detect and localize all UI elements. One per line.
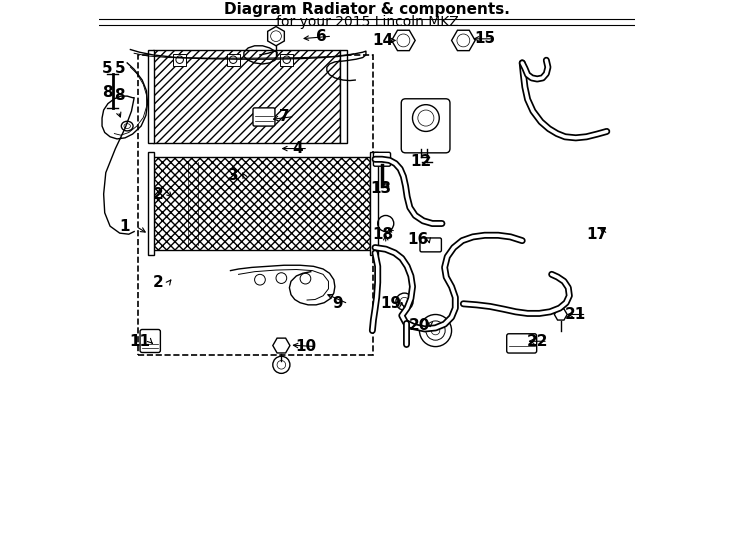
FancyBboxPatch shape bbox=[374, 152, 390, 166]
Text: 22: 22 bbox=[526, 334, 548, 349]
Text: 20: 20 bbox=[409, 318, 430, 333]
Text: 10: 10 bbox=[295, 339, 316, 354]
Text: 18: 18 bbox=[372, 227, 393, 242]
Text: 13: 13 bbox=[370, 181, 391, 196]
Bar bbox=[341, 50, 347, 143]
Text: 11: 11 bbox=[129, 334, 150, 349]
Bar bbox=[148, 152, 154, 254]
Text: 2: 2 bbox=[153, 186, 164, 201]
FancyBboxPatch shape bbox=[420, 238, 441, 252]
Text: 5: 5 bbox=[102, 61, 113, 76]
Text: 9: 9 bbox=[333, 296, 343, 311]
Bar bbox=[153, 157, 370, 250]
Text: Diagram Radiator & components.: Diagram Radiator & components. bbox=[224, 2, 510, 17]
Bar bbox=[148, 50, 154, 143]
Text: 14: 14 bbox=[372, 33, 393, 48]
FancyBboxPatch shape bbox=[506, 334, 537, 353]
Bar bbox=[173, 54, 186, 65]
Bar bbox=[138, 55, 374, 355]
Text: 7: 7 bbox=[279, 109, 289, 124]
Ellipse shape bbox=[124, 124, 131, 129]
Text: for your 2015 Lincoln MKZ: for your 2015 Lincoln MKZ bbox=[276, 15, 458, 29]
Text: 19: 19 bbox=[380, 296, 401, 311]
Bar bbox=[280, 54, 293, 65]
Text: 5: 5 bbox=[115, 61, 125, 76]
Text: 6: 6 bbox=[316, 29, 327, 44]
Text: 8: 8 bbox=[115, 87, 125, 103]
FancyBboxPatch shape bbox=[140, 329, 161, 353]
Bar bbox=[153, 50, 341, 143]
Text: 3: 3 bbox=[228, 168, 239, 183]
Bar bbox=[153, 157, 370, 250]
Text: 15: 15 bbox=[474, 31, 495, 46]
Text: 21: 21 bbox=[565, 307, 586, 322]
Bar bbox=[153, 50, 341, 143]
FancyBboxPatch shape bbox=[401, 99, 450, 153]
Text: 17: 17 bbox=[586, 227, 608, 242]
Text: 12: 12 bbox=[410, 154, 431, 170]
FancyBboxPatch shape bbox=[253, 108, 275, 126]
Text: 8: 8 bbox=[102, 85, 113, 100]
Bar bbox=[370, 152, 378, 254]
Text: 4: 4 bbox=[292, 141, 302, 156]
Text: 1: 1 bbox=[120, 219, 131, 234]
Text: 2: 2 bbox=[153, 275, 164, 290]
Ellipse shape bbox=[121, 122, 133, 131]
Bar bbox=[227, 54, 239, 65]
Text: 16: 16 bbox=[407, 232, 429, 247]
